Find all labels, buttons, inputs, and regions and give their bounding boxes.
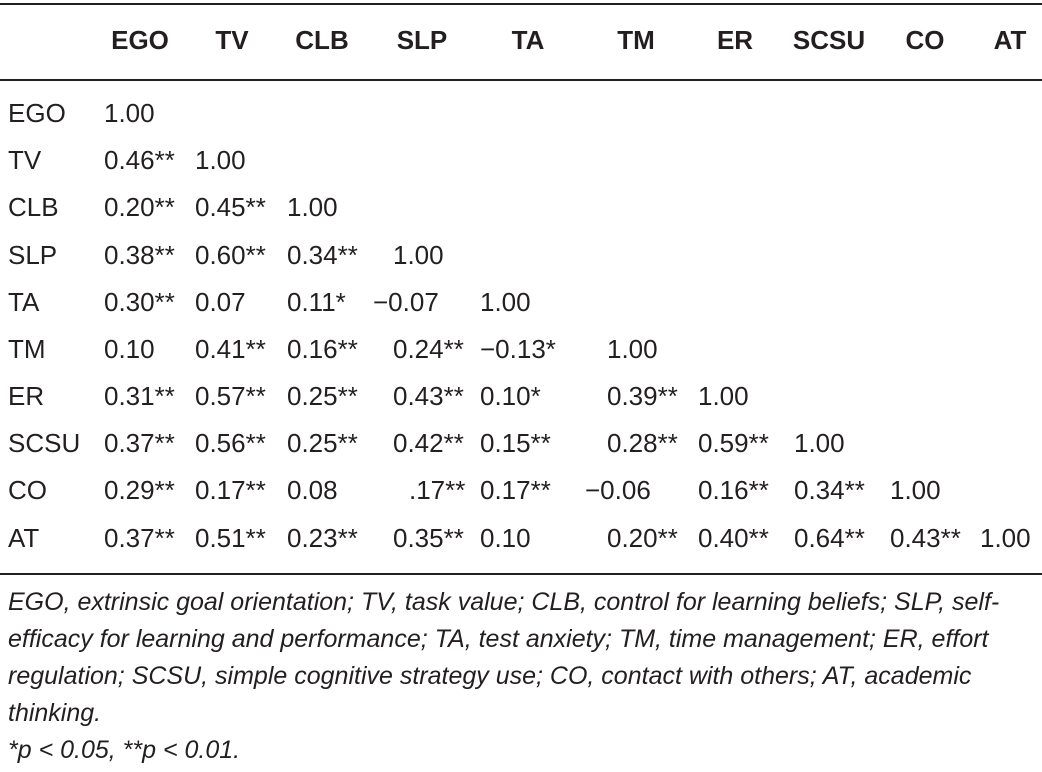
correlation-cell: 1.00 — [890, 475, 941, 505]
correlation-cell: 0.20** — [104, 192, 175, 222]
column-header: CO — [905, 25, 945, 55]
correlation-cell: 0.43** — [890, 523, 961, 553]
correlation-cell: 0.16** — [698, 475, 769, 505]
correlation-cell: −0.07 — [373, 287, 439, 317]
column-header: ER — [716, 25, 754, 55]
correlation-cell: 0.37** — [104, 523, 175, 553]
correlation-cell: 0.37** — [104, 428, 175, 458]
correlation-cell: 1.00 — [480, 287, 531, 317]
correlation-cell: 0.28** — [607, 428, 678, 458]
correlation-cell: 0.07 — [195, 287, 246, 317]
column-header: CLB — [295, 25, 349, 55]
correlation-cell: 0.64** — [794, 523, 865, 553]
row-label: CO — [8, 475, 47, 505]
correlation-cell: .17** — [409, 475, 466, 505]
row-label: TM — [8, 334, 46, 364]
table-bottom-rule — [0, 573, 1042, 575]
correlation-cell: 0.08 — [287, 475, 338, 505]
correlation-cell: 0.57** — [195, 381, 266, 411]
row-label: SCSU — [8, 428, 81, 458]
correlation-cell: 0.11* — [287, 287, 346, 317]
correlation-cell: 0.10 — [480, 523, 531, 553]
correlation-cell: −0.06 — [585, 475, 651, 505]
correlation-cell: 0.25** — [287, 381, 358, 411]
correlation-cell: 1.00 — [698, 381, 749, 411]
row-label: ER — [8, 381, 45, 411]
correlation-cell: 0.10 — [104, 334, 155, 364]
correlation-cell: 0.17** — [480, 475, 551, 505]
table-header-rule — [0, 79, 1042, 81]
column-header: SCSU — [792, 25, 866, 55]
correlation-cell: 0.24** — [393, 334, 464, 364]
correlation-cell: 0.30** — [104, 287, 175, 317]
correlation-cell: 0.16** — [287, 334, 358, 364]
row-label: AT — [8, 523, 40, 553]
correlation-cell: 0.34** — [794, 475, 865, 505]
correlation-cell: 0.29** — [104, 475, 175, 505]
correlation-cell: 0.43** — [393, 381, 464, 411]
table-footnotes: EGO, extrinsic goal orientation; TV, tas… — [8, 584, 1038, 769]
column-header: TA — [511, 25, 545, 55]
column-header: EGO — [111, 25, 169, 55]
correlation-cell: 0.41** — [195, 334, 266, 364]
significance-note: *p < 0.05, **p < 0.01. — [8, 736, 241, 764]
correlation-cell: 1.00 — [195, 145, 246, 175]
correlation-cell: 1.00 — [980, 523, 1031, 553]
table-top-rule — [0, 3, 1042, 5]
correlation-cell: 0.42** — [393, 428, 464, 458]
column-header: SLP — [396, 25, 448, 55]
correlation-cell: 0.17** — [195, 475, 266, 505]
correlation-cell: 0.35** — [393, 523, 464, 553]
row-label: TV — [8, 145, 42, 175]
correlation-cell: 0.31** — [104, 381, 175, 411]
correlation-cell: 0.34** — [287, 240, 358, 270]
correlation-cell: 1.00 — [104, 98, 155, 128]
abbreviation-note: EGO, extrinsic goal orientation; TV, tas… — [8, 588, 1000, 727]
column-header: TV — [215, 25, 249, 55]
correlation-cell: 0.60** — [195, 240, 266, 270]
correlation-cell: −0.13* — [480, 334, 556, 364]
correlation-cell: 0.20** — [607, 523, 678, 553]
correlation-cell: 0.46** — [104, 145, 175, 175]
correlation-cell: 0.59** — [698, 428, 769, 458]
correlation-cell: 0.25** — [287, 428, 358, 458]
correlation-cell: 0.45** — [195, 192, 266, 222]
correlation-cell: 1.00 — [607, 334, 658, 364]
correlation-cell: 1.00 — [393, 240, 444, 270]
row-label: CLB — [8, 192, 59, 222]
correlation-cell: 0.40** — [698, 523, 769, 553]
row-label: EGO — [8, 98, 66, 128]
column-header: TM — [617, 25, 655, 55]
correlation-cell: 0.56** — [195, 428, 266, 458]
correlation-cell: 0.15** — [480, 428, 551, 458]
correlation-cell: 0.38** — [104, 240, 175, 270]
correlation-cell: 0.39** — [607, 381, 678, 411]
correlation-cell: 1.00 — [794, 428, 845, 458]
row-label: SLP — [8, 240, 58, 270]
correlation-cell: 0.51** — [195, 523, 266, 553]
column-header: AT — [993, 25, 1027, 55]
row-label: TA — [8, 287, 40, 317]
correlation-cell: 0.23** — [287, 523, 358, 553]
correlation-cell: 1.00 — [287, 192, 338, 222]
correlation-cell: 0.10* — [480, 381, 541, 411]
